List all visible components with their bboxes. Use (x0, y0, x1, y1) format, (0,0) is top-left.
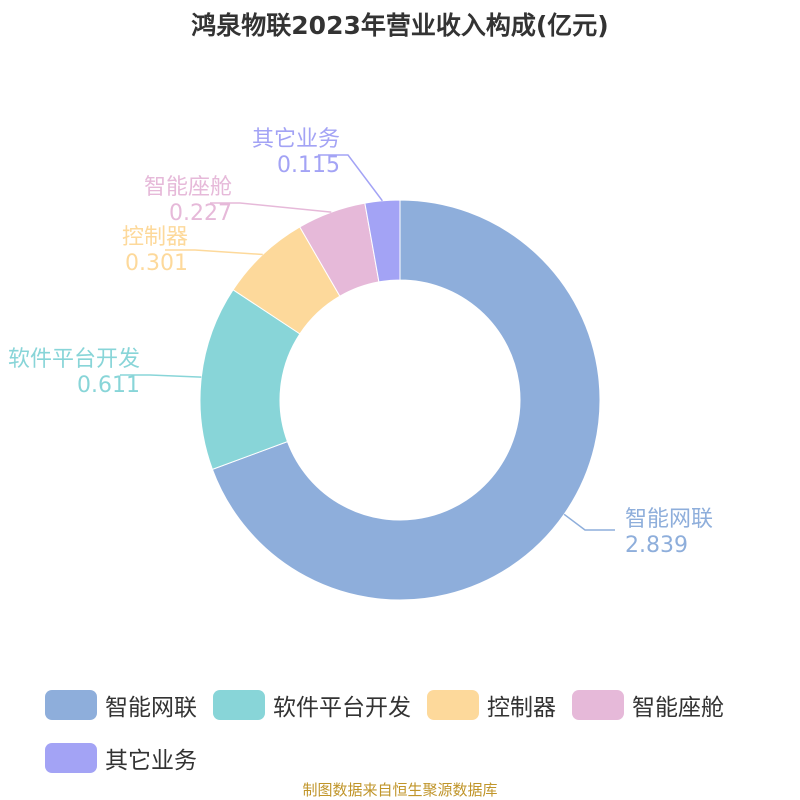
legend-label: 其它业务 (105, 747, 197, 774)
legend-label: 软件平台开发 (273, 694, 411, 721)
leader-line-2 (120, 374, 202, 378)
leader-line-5 (318, 154, 383, 202)
donut-slices (199, 199, 601, 601)
legend-swatch (213, 689, 265, 720)
legend-swatch (427, 689, 479, 720)
legend-item-4[interactable]: 智能座舱 (572, 688, 724, 721)
leader-line-3 (165, 249, 263, 256)
legend-label: 控制器 (487, 694, 556, 721)
slice-label-value-3: 0.301 (125, 251, 188, 276)
legend-item-1[interactable]: 智能网联 (45, 688, 197, 721)
slice-label-value-1: 2.839 (625, 533, 688, 558)
slice-5 (364, 199, 401, 283)
slice-label-category-1: 智能网联 (625, 507, 713, 532)
legend-swatch (45, 742, 97, 773)
slice-label-category-4: 智能座舱 (144, 175, 232, 200)
legend-label: 智能座舱 (632, 694, 724, 721)
chart-title: 鸿泉物联2023年营业收入构成(亿元) (191, 11, 609, 40)
legend-swatch (45, 689, 97, 720)
legend-item-2[interactable]: 软件平台开发 (213, 688, 411, 721)
legend-label: 智能网联 (105, 694, 197, 721)
leader-lines (120, 154, 615, 531)
legend-item-5[interactable]: 其它业务 (45, 741, 197, 774)
legend-swatch (572, 689, 624, 720)
slice-1 (211, 199, 601, 601)
source-note: 制图数据来自恒生聚源数据库 (302, 781, 498, 799)
leader-line-1 (563, 513, 615, 531)
slice-label-value-4: 0.227 (169, 201, 232, 226)
leader-line-4 (210, 202, 332, 213)
slice-label-value-2: 0.611 (77, 373, 140, 398)
slice-label-category-5: 其它业务 (252, 127, 340, 152)
slice-label-category-2: 软件平台开发 (8, 347, 140, 372)
slice-label-value-5: 0.115 (277, 153, 340, 178)
legend-item-3[interactable]: 控制器 (427, 688, 556, 721)
slice-label-category-3: 控制器 (122, 225, 188, 250)
legend: 智能网联 软件平台开发 控制器 智能座舱其它业务 (45, 688, 785, 774)
